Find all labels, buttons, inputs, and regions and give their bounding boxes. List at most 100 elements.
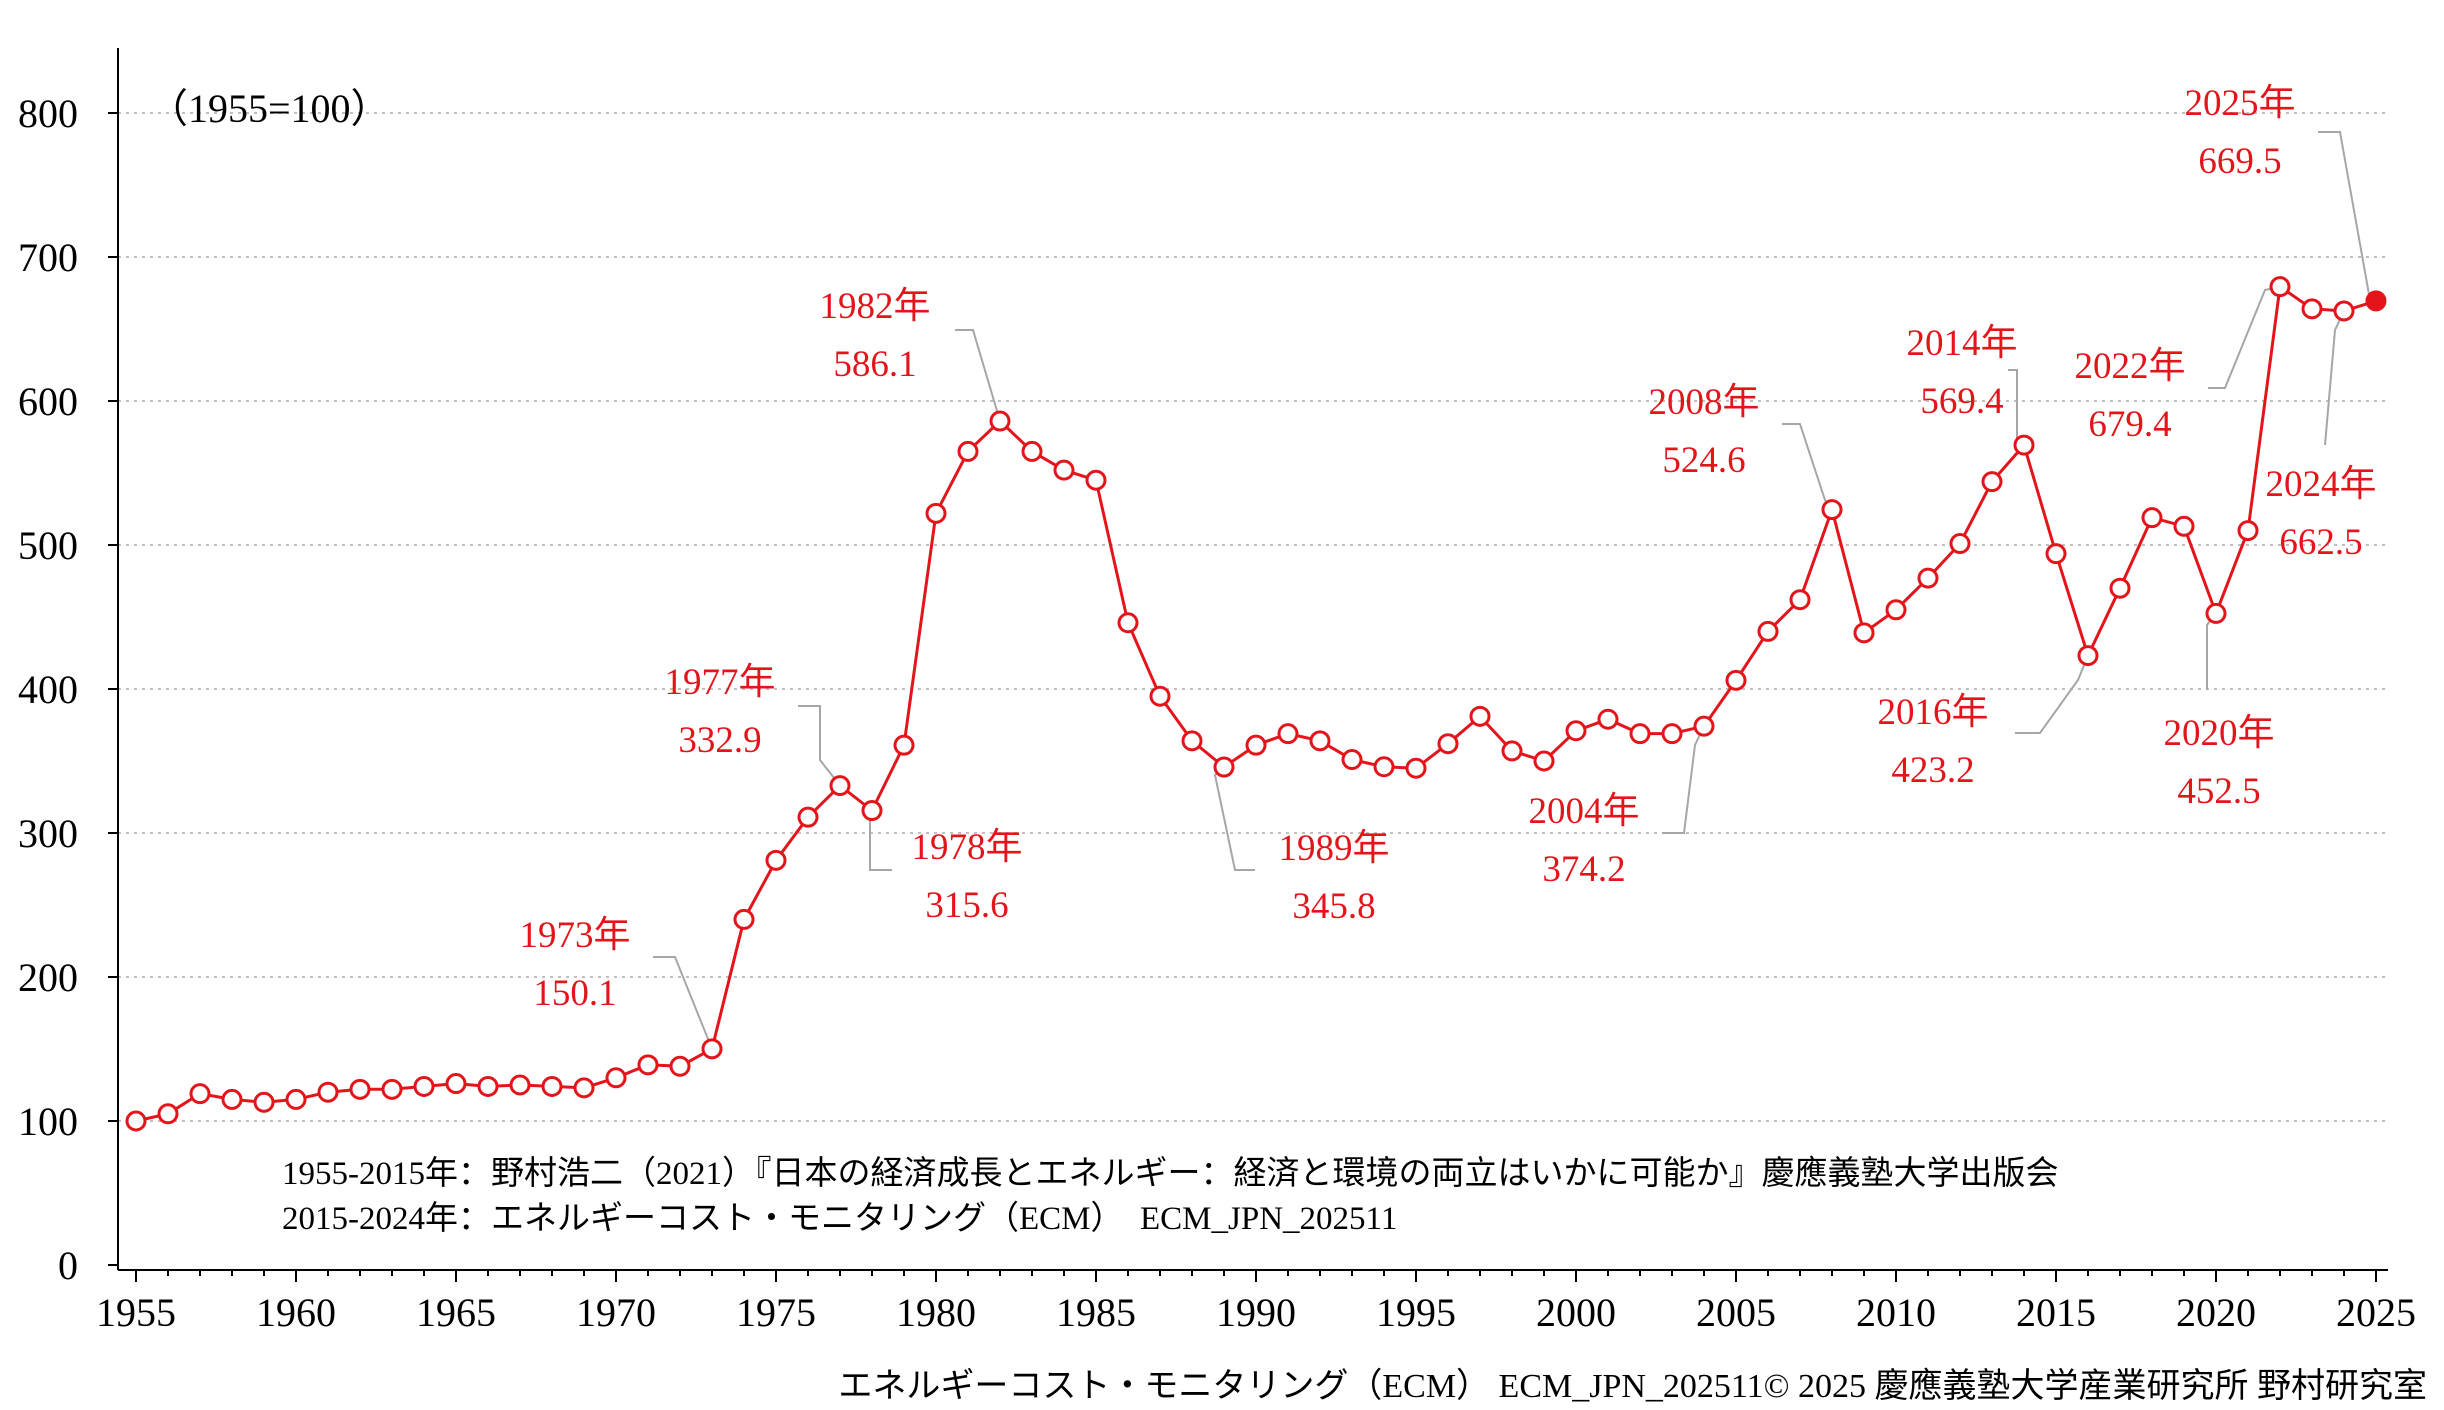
data-point-2012 (1949, 533, 1971, 555)
annotation-value-2020: 452.5 (2177, 771, 2260, 812)
data-point-2024 (2333, 300, 2355, 322)
unit-note: （1955=100） (148, 86, 391, 131)
data-point-2005 (1725, 669, 1747, 691)
data-point-1999 (1533, 750, 1555, 772)
annotation-year-1977: 1977年 (665, 661, 776, 703)
data-point-1959 (253, 1091, 275, 1113)
data-point-2014 (2013, 434, 2035, 456)
annotation-value-1973: 150.1 (533, 973, 616, 1014)
leader-line-2024 (2324, 310, 2345, 446)
source-note-1: 1955-2015年：野村浩二（2021）『日本の経済成長とエネルギー：経済と環… (282, 1155, 2059, 1192)
annotation-year-2025: 2025年 (2185, 82, 2296, 124)
annotation-value-2016: 423.2 (1891, 750, 1974, 791)
annotation-year-1978: 1978年 (912, 826, 1023, 868)
data-point-2018 (2141, 507, 2163, 529)
data-point-1967 (509, 1074, 531, 1096)
leader-line-1973 (653, 956, 713, 1050)
data-point-1984 (1053, 459, 1075, 481)
data-point-1991 (1277, 723, 1299, 745)
data-point-1962 (349, 1078, 371, 1100)
annotation-value-2022: 679.4 (2088, 404, 2171, 445)
annotation-value-2025: 669.5 (2198, 141, 2281, 182)
data-point-1972 (669, 1055, 691, 1077)
leader-line-2020 (2206, 612, 2217, 690)
data-point-2002 (1629, 723, 1651, 745)
data-point-1997 (1469, 705, 1491, 727)
leader-line-1977 (798, 705, 841, 787)
grid-lines (108, 112, 2388, 1266)
data-point-1998 (1501, 740, 1523, 762)
data-point-1977 (829, 775, 851, 797)
x-axis-tick-labels: 1955 1960 1965 1970 1975 1980 1985 1990 1995 2000… (96, 1290, 2416, 1335)
data-point-2007 (1789, 589, 1811, 611)
footer-credit: エネルギーコスト・モニタリング（ECM） ECM_JPN_202511© 202… (838, 1367, 2427, 1405)
data-point-2016 (2077, 645, 2099, 667)
x-tick-label-2015: 2015 (2016, 1290, 2096, 1335)
x-tick-label-1995: 1995 (1376, 1290, 1456, 1335)
y-tick-label-500: 500 (18, 523, 78, 568)
data-point-1992 (1309, 730, 1331, 752)
y-tick-label-100: 100 (18, 1099, 78, 1144)
data-point-1978 (861, 800, 883, 822)
x-tick-label-1955: 1955 (96, 1290, 176, 1335)
data-point-2022 (2269, 276, 2291, 298)
data-point-1990 (1245, 734, 1267, 756)
annotations: 1973年 150.1 1977年 332.9 1978年 315.6 1982年 586.1… (520, 82, 2377, 1014)
y-tick-label-400: 400 (18, 667, 78, 712)
annotation-value-2004: 374.2 (1542, 849, 1625, 890)
x-tick-label-2000: 2000 (1536, 1290, 1616, 1335)
x-tick-label-1975: 1975 (736, 1290, 816, 1335)
data-point-1987 (1149, 685, 1171, 707)
annotation-year-2004: 2004年 (1529, 790, 1640, 832)
data-point-1988 (1181, 730, 1203, 752)
annotation-year-1973: 1973年 (520, 914, 631, 956)
annotation-value-1989: 345.8 (1292, 886, 1375, 927)
y-tick-label-0: 0 (58, 1243, 78, 1288)
y-tick-label-700: 700 (18, 235, 78, 280)
annotation-year-2016: 2016年 (1878, 691, 1989, 733)
data-point-2003 (1661, 723, 1683, 745)
data-point-1973 (701, 1038, 723, 1060)
annotation-value-1982: 586.1 (833, 344, 916, 385)
annotation-value-1978: 315.6 (925, 885, 1008, 926)
data-point-1963 (381, 1078, 403, 1100)
data-point-1970 (605, 1067, 627, 1089)
data-point-1960 (285, 1088, 307, 1110)
leader-line-2008 (1782, 423, 1833, 511)
annotation-year-2014: 2014年 (1907, 322, 2018, 364)
data-point-2001 (1597, 708, 1619, 730)
series-line (135, 285, 2377, 1123)
x-tick-label-1985: 1985 (1056, 1290, 1136, 1335)
annotation-year-1989: 1989年 (1279, 827, 1390, 869)
data-point-2004 (1693, 715, 1715, 737)
data-point-1989 (1213, 756, 1235, 778)
data-point-2009 (1853, 622, 1875, 644)
data-point-2011 (1917, 567, 1939, 589)
annotation-year-1982: 1982年 (820, 285, 931, 327)
data-point-1965 (445, 1073, 467, 1095)
data-point-1980 (925, 502, 947, 524)
annotation-year-2020: 2020年 (2164, 712, 2275, 754)
x-tick-label-1970: 1970 (576, 1290, 656, 1335)
series-points (125, 276, 2387, 1132)
data-point-2020 (2205, 602, 2227, 624)
annotation-year-2008: 2008年 (1649, 381, 1760, 423)
x-tick-label-2020: 2020 (2176, 1290, 2256, 1335)
x-tick-label-1980: 1980 (896, 1290, 976, 1335)
data-point-2023 (2301, 298, 2323, 320)
x-tick-label-1960: 1960 (256, 1290, 336, 1335)
leader-line-1982 (955, 329, 1001, 422)
data-point-2000 (1565, 720, 1587, 742)
y-axis-tick-labels: 0 100 200 300 400 500 600 700 800 (18, 91, 78, 1288)
annotation-value-2008: 524.6 (1662, 440, 1745, 481)
annotation-year-2024: 2024年 (2266, 463, 2377, 505)
x-tick-label-1965: 1965 (416, 1290, 496, 1335)
data-point-1974 (733, 908, 755, 930)
data-point-1986 (1117, 612, 1139, 634)
data-point-2010 (1885, 599, 1907, 621)
data-point-2013 (1981, 471, 2003, 493)
data-point-1995 (1405, 757, 1427, 779)
data-point-1994 (1373, 756, 1395, 778)
data-point-1968 (541, 1075, 563, 1097)
data-point-1975 (765, 849, 787, 871)
